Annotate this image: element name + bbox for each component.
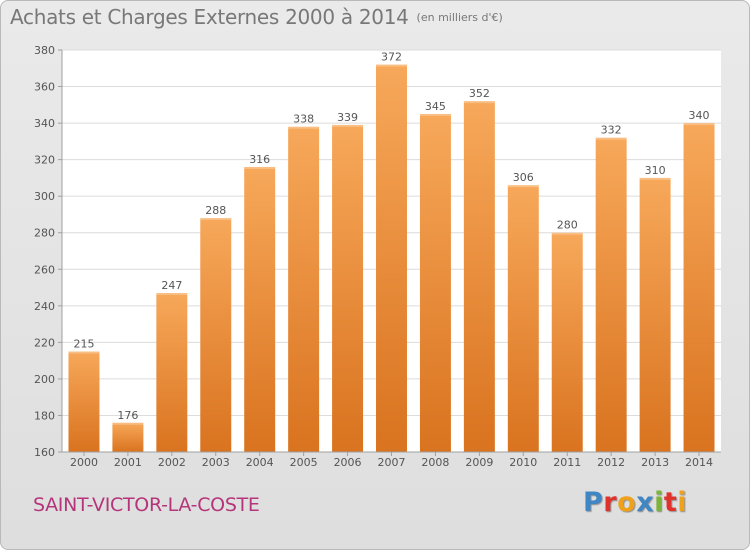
chart-title: Achats et Charges Externes 2000 à 2014	[10, 5, 409, 29]
y-tick-label: 300	[34, 190, 55, 203]
bar	[68, 351, 100, 452]
data-label: 316	[249, 153, 270, 166]
data-label: 352	[469, 87, 490, 100]
bar-highlight	[376, 64, 407, 67]
bar-highlight	[200, 218, 232, 221]
data-label: 310	[645, 164, 666, 177]
bar	[332, 124, 364, 452]
x-tick-label: 2007	[378, 456, 406, 469]
bar-highlight	[332, 124, 364, 127]
bar	[683, 123, 715, 452]
bar-highlight	[683, 123, 715, 126]
bar-highlight	[156, 293, 188, 296]
bar	[595, 137, 627, 452]
y-tick-label: 360	[34, 81, 55, 94]
x-tick-label: 2003	[202, 456, 230, 469]
bar-highlight	[68, 351, 100, 354]
brand-letter: o	[617, 487, 637, 518]
data-label: 288	[205, 204, 226, 217]
data-label: 176	[117, 409, 138, 422]
proxiti-logo: Proxiti	[583, 487, 687, 518]
data-label: 306	[513, 171, 534, 184]
y-tick-label: 180	[34, 409, 55, 422]
y-tick-label: 160	[34, 446, 55, 459]
data-label: 280	[557, 219, 578, 232]
x-tick-label: 2002	[158, 456, 186, 469]
x-tick-label: 2004	[246, 456, 274, 469]
y-tick-label: 240	[34, 300, 55, 313]
data-label: 340	[689, 109, 710, 122]
bar-highlight	[507, 185, 539, 188]
data-label: 372	[381, 51, 402, 64]
bar	[288, 126, 320, 452]
bar-highlight	[463, 101, 495, 104]
bar-highlight	[244, 166, 276, 169]
x-tick-label: 2008	[421, 456, 449, 469]
bar	[244, 166, 276, 453]
x-tick-label: 2005	[290, 456, 318, 469]
bar-highlight	[639, 177, 671, 180]
x-tick-label: 2011	[553, 456, 581, 469]
bar	[156, 293, 188, 452]
y-tick-label: 200	[34, 373, 55, 386]
y-tick-label: 380	[34, 44, 55, 57]
brand-letter: P	[583, 487, 604, 518]
brand-letter: i	[677, 487, 688, 518]
bar	[200, 218, 232, 452]
bar	[639, 177, 671, 452]
x-tick-label: 2014	[685, 456, 713, 469]
brand-letter: t	[663, 487, 678, 518]
y-tick-label: 220	[34, 336, 55, 349]
title-row: Achats et Charges Externes 2000 à 2014 (e…	[10, 5, 503, 29]
bar	[551, 232, 583, 452]
bar	[507, 185, 539, 452]
bar	[419, 113, 451, 453]
bar-highlight	[419, 113, 451, 116]
data-label: 338	[293, 113, 314, 126]
x-tick-label: 2010	[509, 456, 537, 469]
brand-letter: x	[636, 487, 655, 518]
bar-highlight	[551, 232, 583, 235]
y-tick-label: 340	[34, 117, 55, 130]
bar-highlight	[288, 126, 320, 129]
data-label: 345	[425, 100, 446, 113]
bar	[112, 422, 144, 452]
bar	[463, 101, 495, 452]
x-tick-label: 2013	[641, 456, 669, 469]
y-tick-label: 260	[34, 263, 55, 276]
x-tick-label: 2009	[465, 456, 493, 469]
place-name: SAINT-VICTOR-LA-COSTE	[33, 494, 260, 516]
brand-letter: i	[654, 487, 664, 518]
x-tick-label: 2001	[114, 456, 142, 469]
bar-highlight	[595, 137, 627, 140]
data-label: 339	[337, 111, 358, 124]
data-label: 215	[73, 338, 94, 351]
bar	[376, 64, 407, 453]
y-tick-label: 320	[34, 154, 55, 167]
brand-letter: r	[603, 487, 618, 518]
y-tick-label: 280	[34, 227, 55, 240]
bar-highlight	[112, 422, 144, 425]
x-tick-label: 2006	[334, 456, 362, 469]
data-label: 332	[601, 124, 622, 137]
x-tick-label: 2012	[597, 456, 625, 469]
x-tick-label: 2000	[70, 456, 98, 469]
data-label: 247	[161, 279, 182, 292]
chart-subtitle: (en milliers d'€)	[416, 11, 503, 24]
